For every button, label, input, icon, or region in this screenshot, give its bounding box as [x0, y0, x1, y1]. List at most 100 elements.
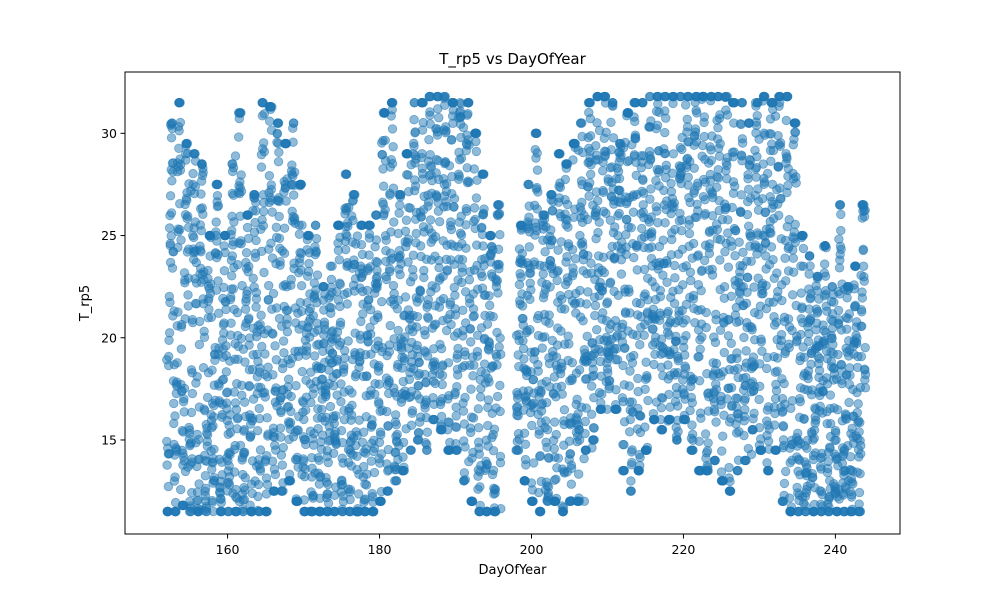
- data-point: [639, 264, 650, 275]
- data-point: [302, 346, 312, 356]
- data-point: [742, 209, 753, 220]
- data-point: [192, 371, 202, 382]
- data-point: [658, 235, 668, 245]
- data-point: [635, 460, 645, 471]
- data-point: [176, 235, 186, 245]
- data-point: [381, 235, 391, 245]
- data-point: [558, 502, 569, 513]
- data-point: [170, 411, 180, 421]
- data-point: [282, 314, 292, 324]
- data-point: [586, 131, 596, 141]
- data-point: [589, 423, 599, 433]
- data-point: [703, 438, 713, 448]
- data-point: [713, 123, 723, 133]
- data-point: [329, 418, 339, 429]
- data-point: [389, 217, 399, 227]
- data-point: [771, 317, 782, 327]
- data-point: [854, 487, 865, 498]
- data-point: [282, 327, 293, 337]
- data-point: [639, 330, 649, 341]
- data-point: [604, 376, 615, 386]
- data-point: [452, 445, 462, 455]
- data-point: [423, 313, 433, 324]
- data-point: [605, 277, 616, 287]
- data-point: [587, 443, 597, 453]
- data-point: [567, 375, 577, 385]
- data-point: [460, 442, 470, 452]
- data-point: [563, 331, 573, 341]
- data-point: [378, 181, 389, 191]
- data-point: [166, 231, 176, 241]
- data-point: [394, 208, 404, 218]
- data-point: [233, 413, 243, 423]
- data-point: [188, 168, 198, 179]
- data-point: [451, 422, 462, 432]
- data-point: [372, 257, 383, 268]
- data-point: [798, 230, 808, 241]
- data-point: [278, 336, 289, 346]
- data-point: [544, 318, 554, 328]
- data-point: [303, 266, 314, 277]
- data-point: [624, 381, 635, 391]
- data-point: [753, 184, 763, 194]
- data-point: [525, 294, 535, 304]
- data-point: [451, 411, 461, 421]
- data-point: [335, 279, 345, 290]
- data-point: [638, 188, 649, 198]
- data-point: [434, 112, 444, 123]
- data-point: [754, 309, 764, 320]
- data-point: [254, 403, 264, 414]
- data-point: [605, 215, 616, 225]
- data-point: [662, 277, 672, 288]
- x-tick-label: 240: [823, 542, 847, 557]
- data-point: [196, 189, 206, 199]
- data-point: [776, 329, 787, 340]
- x-axis: 160 180 200 220 240: [216, 534, 847, 557]
- data-point: [259, 267, 269, 278]
- data-point: [642, 373, 652, 383]
- data-point: [772, 366, 782, 376]
- data-point: [551, 474, 561, 484]
- data-point: [364, 229, 375, 239]
- data-point: [716, 467, 727, 477]
- data-point: [748, 352, 759, 362]
- data-point: [236, 239, 246, 249]
- data-point: [469, 311, 479, 321]
- data-point: [722, 110, 733, 120]
- data-point: [495, 333, 505, 343]
- data-point: [804, 269, 814, 279]
- data-point: [420, 330, 430, 340]
- data-point: [568, 155, 578, 165]
- data-point: [457, 254, 468, 265]
- data-point: [647, 227, 657, 237]
- data-point: [201, 483, 211, 493]
- data-point: [743, 170, 753, 180]
- data-point: [562, 252, 572, 262]
- data-point: [823, 456, 833, 467]
- data-point: [279, 248, 290, 259]
- data-point: [736, 190, 747, 200]
- data-point: [172, 358, 182, 368]
- data-point: [844, 309, 855, 319]
- data-point: [239, 447, 250, 457]
- data-point: [690, 124, 701, 134]
- data-point: [264, 280, 274, 291]
- data-point: [547, 235, 557, 245]
- data-point: [545, 282, 555, 292]
- data-point: [598, 308, 608, 318]
- data-point: [266, 184, 276, 195]
- data-point: [629, 350, 639, 361]
- data-point: [597, 389, 607, 399]
- data-point: [388, 183, 399, 193]
- data-point: [582, 214, 593, 225]
- data-point: [443, 358, 454, 368]
- data-point: [495, 230, 505, 240]
- data-point: [319, 338, 329, 349]
- data-point: [343, 336, 353, 346]
- data-point: [279, 223, 290, 233]
- data-point: [791, 178, 801, 188]
- data-point: [703, 465, 713, 476]
- data-point: [852, 407, 862, 418]
- data-point: [335, 317, 346, 328]
- data-point: [680, 100, 691, 110]
